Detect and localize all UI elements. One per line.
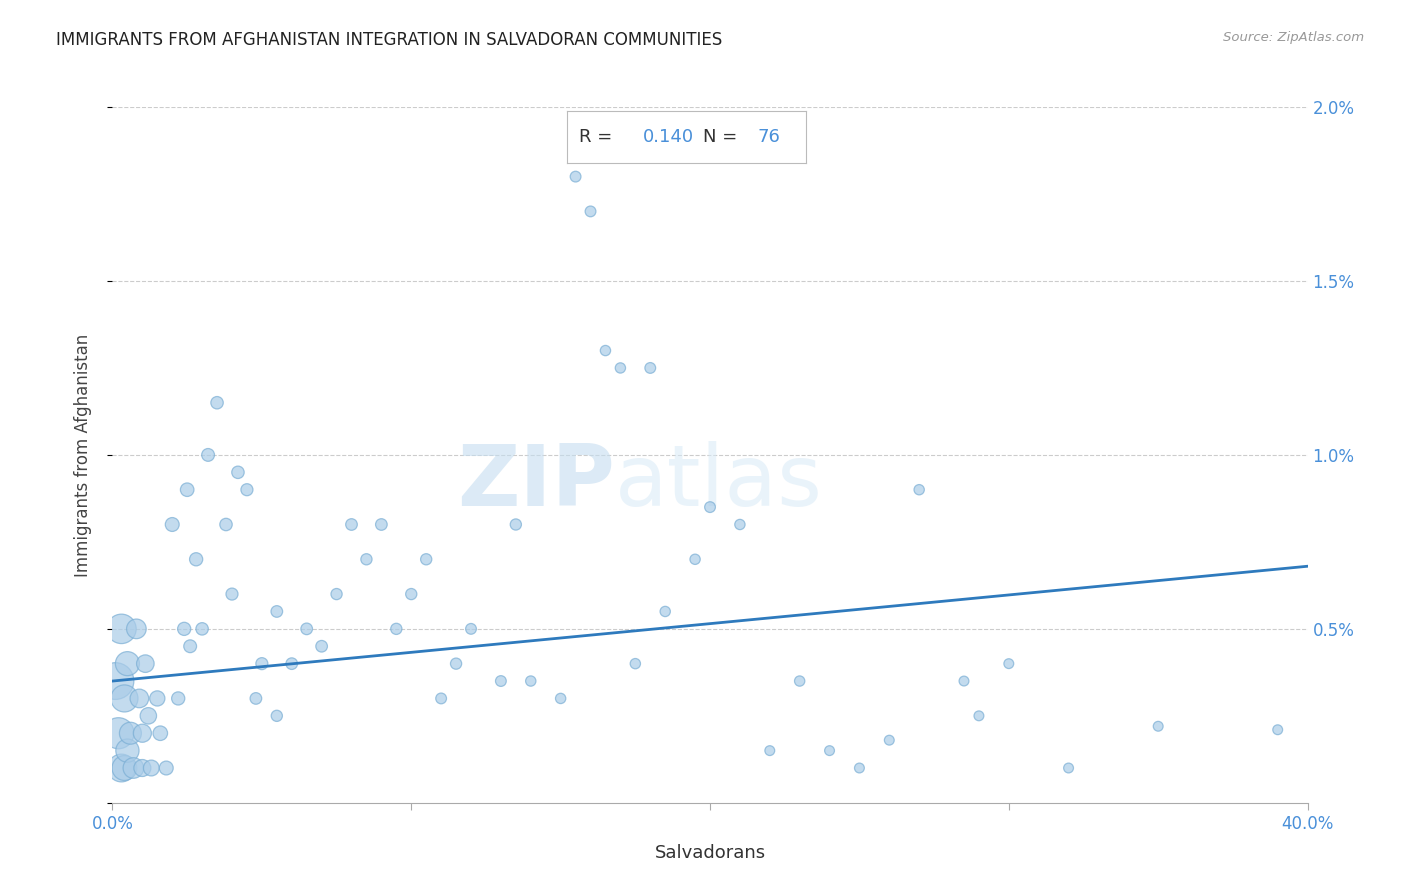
Point <box>125 622 148 636</box>
Point <box>550 691 572 706</box>
Point <box>155 761 177 775</box>
Point <box>110 761 132 775</box>
Text: N =: N = <box>703 128 742 145</box>
Point <box>215 517 238 532</box>
Point <box>489 674 512 689</box>
Point <box>107 726 129 740</box>
Point <box>699 500 721 514</box>
Point <box>131 726 153 740</box>
Point <box>564 169 586 184</box>
Point <box>186 552 208 566</box>
Point <box>998 657 1021 671</box>
Point <box>1057 761 1080 775</box>
Point <box>325 587 347 601</box>
Point <box>141 761 163 775</box>
Text: IMMIGRANTS FROM AFGHANISTAN INTEGRATION IN SALVADORAN COMMUNITIES: IMMIGRANTS FROM AFGHANISTAN INTEGRATION … <box>56 31 723 49</box>
Point <box>415 552 437 566</box>
Point <box>1267 723 1289 737</box>
Point <box>122 761 145 775</box>
Point <box>356 552 378 566</box>
Point <box>789 674 811 689</box>
Point <box>654 605 676 619</box>
Point <box>311 639 333 653</box>
Text: ZIP: ZIP <box>457 442 614 524</box>
Y-axis label: Immigrants from Afghanistan: Immigrants from Afghanistan <box>73 334 91 576</box>
Point <box>908 483 931 497</box>
Point <box>879 733 901 747</box>
Point <box>162 517 183 532</box>
Point <box>134 657 156 671</box>
Point <box>250 657 273 671</box>
Point <box>759 744 782 758</box>
Point <box>245 691 267 706</box>
Point <box>104 674 127 689</box>
Point <box>640 360 662 375</box>
Point <box>818 744 841 758</box>
Text: Source: ZipAtlas.com: Source: ZipAtlas.com <box>1223 31 1364 45</box>
Point <box>579 204 602 219</box>
Point <box>683 552 706 566</box>
Point <box>728 517 751 532</box>
Point <box>595 343 617 358</box>
Point <box>221 587 243 601</box>
Point <box>444 657 467 671</box>
Point <box>967 708 990 723</box>
Point <box>114 761 135 775</box>
Point <box>520 674 543 689</box>
Point <box>370 517 392 532</box>
Point <box>624 657 647 671</box>
Point <box>110 622 132 636</box>
Point <box>114 691 135 706</box>
Point <box>1147 719 1170 733</box>
Point <box>179 639 201 653</box>
Point <box>295 622 318 636</box>
Point <box>430 691 453 706</box>
Point <box>266 605 288 619</box>
Point <box>385 622 408 636</box>
Point <box>505 517 527 532</box>
Point <box>236 483 259 497</box>
Point <box>401 587 423 601</box>
Point <box>117 657 139 671</box>
Point <box>131 761 153 775</box>
Point <box>128 691 150 706</box>
Point <box>117 744 139 758</box>
Text: R =: R = <box>579 128 617 145</box>
Point <box>340 517 363 532</box>
Point <box>138 708 160 723</box>
Point <box>167 691 190 706</box>
Text: 0.140: 0.140 <box>643 128 695 145</box>
Point <box>176 483 198 497</box>
Point <box>226 466 249 480</box>
Text: 76: 76 <box>758 128 780 145</box>
Point <box>197 448 219 462</box>
Point <box>953 674 976 689</box>
Point <box>173 622 195 636</box>
Point <box>205 395 228 409</box>
Point <box>266 708 288 723</box>
X-axis label: Salvadorans: Salvadorans <box>654 844 766 862</box>
Point <box>191 622 214 636</box>
Point <box>146 691 169 706</box>
Text: atlas: atlas <box>614 442 823 524</box>
Point <box>460 622 482 636</box>
Point <box>149 726 172 740</box>
Point <box>120 726 142 740</box>
Point <box>609 360 631 375</box>
Point <box>848 761 870 775</box>
Point <box>281 657 304 671</box>
